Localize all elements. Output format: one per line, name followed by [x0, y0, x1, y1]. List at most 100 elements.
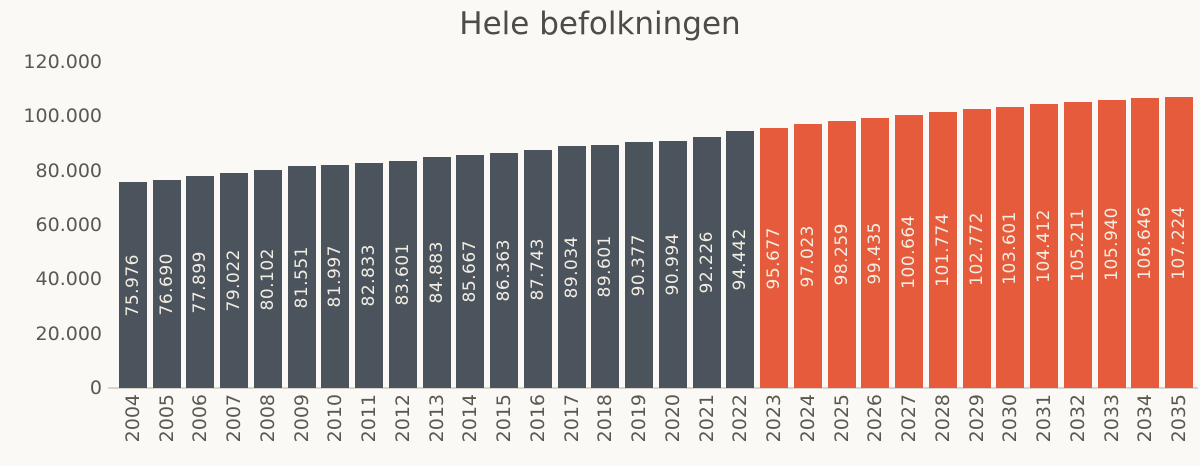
bar: 89.601 — [591, 145, 620, 388]
bar: 85.667 — [456, 155, 485, 388]
bar: 90.994 — [658, 141, 687, 388]
x-axis-year-label: 2030 — [999, 394, 1022, 443]
x-axis-year-label: 2009 — [290, 394, 313, 443]
bar-value-label: 77.899 — [190, 250, 211, 314]
bar-value-label: 92.226 — [696, 231, 717, 294]
bar: 100.664 — [895, 115, 924, 388]
x-axis-year-label: 2018 — [594, 394, 617, 443]
bar-value-label: 98.259 — [831, 223, 852, 286]
x-axis-year-label: 2006 — [189, 394, 212, 443]
y-axis-tick-label: 120.000 — [23, 51, 102, 73]
bar: 90.377 — [625, 142, 654, 388]
bar-value-label: 75.976 — [122, 253, 143, 317]
bar: 98.259 — [827, 121, 856, 388]
bar-value-label: 89.034 — [561, 235, 582, 299]
x-axis-year-label: 2035 — [1168, 394, 1191, 443]
x-axis-year-label: 2023 — [763, 394, 786, 443]
bar: 101.774 — [928, 112, 957, 388]
x-axis-year-label: 2019 — [628, 394, 651, 443]
y-axis-tick-label: 60.000 — [35, 214, 102, 236]
bar-value-label: 87.743 — [527, 237, 548, 301]
y-axis-tick-label: 80.000 — [35, 159, 102, 182]
x-axis-year-label: 2031 — [1033, 394, 1056, 443]
x-axis-year-label: 2025 — [830, 394, 853, 443]
x-axis-year-label: 2014 — [459, 394, 482, 443]
bar: 104.412 — [1030, 104, 1059, 388]
bar: 77.899 — [186, 176, 215, 388]
bar: 94.442 — [726, 131, 755, 388]
y-axis-tick-label: 20.000 — [35, 322, 102, 345]
x-axis-year-label: 2017 — [560, 394, 583, 443]
x-axis-year-label: 2034 — [1134, 394, 1157, 443]
bar: 75.976 — [118, 182, 147, 388]
x-axis-year-label: 2010 — [324, 394, 347, 443]
bar: 97.023 — [793, 124, 822, 388]
bar-value-label: 105.211 — [1067, 208, 1088, 282]
x-axis-year-label: 2013 — [425, 394, 448, 443]
x-axis-year-label: 2028 — [931, 394, 954, 443]
x-axis-year-label: 2004 — [121, 394, 144, 443]
bar: 105.211 — [1063, 102, 1092, 388]
x-axis-year-label: 2022 — [729, 394, 752, 443]
bar-value-label: 100.664 — [899, 214, 920, 289]
bar-value-label: 82.833 — [359, 244, 380, 307]
y-axis-tick-label: 100.000 — [23, 105, 102, 128]
x-axis-year-label: 2024 — [796, 394, 819, 443]
x-axis-line — [108, 387, 1198, 389]
bar: 81.551 — [287, 166, 316, 388]
x-axis-year-label: 2015 — [493, 394, 516, 443]
bar: 81.997 — [321, 165, 350, 388]
bar: 76.690 — [152, 180, 181, 388]
bar: 83.601 — [388, 161, 417, 388]
bar: 92.226 — [692, 137, 721, 388]
x-axis-year-label: 2021 — [695, 394, 718, 443]
x-axis-year-label: 2008 — [256, 394, 279, 443]
y-axis-tick-label: 40.000 — [35, 268, 102, 291]
bar-value-label: 106.646 — [1135, 206, 1156, 280]
bar-value-label: 84.883 — [426, 241, 447, 304]
bar-value-label: 107.224 — [1169, 205, 1190, 280]
bar: 102.772 — [962, 109, 991, 388]
bar-value-label: 104.412 — [1034, 209, 1055, 283]
bar-value-label: 99.435 — [865, 221, 886, 285]
x-axis-year-label: 2033 — [1100, 394, 1123, 443]
bar-value-label: 95.677 — [764, 226, 785, 290]
x-axis-year-label: 2007 — [223, 394, 246, 443]
x-axis-year-label: 2011 — [358, 394, 381, 443]
bar-value-label: 103.601 — [1000, 210, 1021, 285]
bar-value-label: 102.772 — [966, 211, 987, 286]
bar: 79.022 — [220, 173, 249, 388]
chart-title: Hele befolkningen — [459, 6, 741, 42]
bar-value-label: 101.774 — [932, 213, 953, 287]
x-axis-year-label: 2020 — [661, 394, 684, 443]
bar: 82.833 — [355, 163, 384, 388]
bar-value-label: 81.997 — [325, 245, 346, 308]
bar-value-label: 79.022 — [224, 249, 245, 312]
x-axis-year-label: 2016 — [526, 394, 549, 443]
bar-value-label: 90.994 — [662, 233, 683, 296]
bar-value-label: 86.363 — [494, 239, 515, 302]
bar-value-label: 94.442 — [730, 228, 751, 291]
bar: 105.940 — [1097, 100, 1126, 388]
bar: 86.363 — [490, 153, 519, 388]
bar-value-label: 89.601 — [595, 235, 616, 298]
bar: 84.883 — [422, 157, 451, 388]
bar: 95.677 — [760, 128, 789, 388]
x-axis-year-label: 2027 — [898, 394, 921, 443]
bar-value-label: 76.690 — [156, 252, 177, 316]
bar-value-label: 81.551 — [291, 245, 312, 309]
bar-value-label: 97.023 — [797, 224, 818, 288]
bar-value-label: 83.601 — [392, 243, 413, 306]
bar: 87.743 — [523, 150, 552, 388]
y-axis-tick-label: 0 — [89, 377, 102, 399]
bar-value-label: 105.940 — [1101, 207, 1122, 281]
bar-value-label: 85.667 — [460, 240, 481, 303]
bar: 106.646 — [1131, 98, 1160, 388]
bar: 107.224 — [1165, 97, 1194, 388]
x-axis-year-label: 2012 — [391, 394, 414, 443]
bar: 99.435 — [861, 118, 890, 388]
x-axis-year-label: 2026 — [864, 394, 887, 443]
bar-value-label: 90.377 — [629, 233, 650, 297]
x-axis-year-label: 2032 — [1066, 394, 1089, 443]
